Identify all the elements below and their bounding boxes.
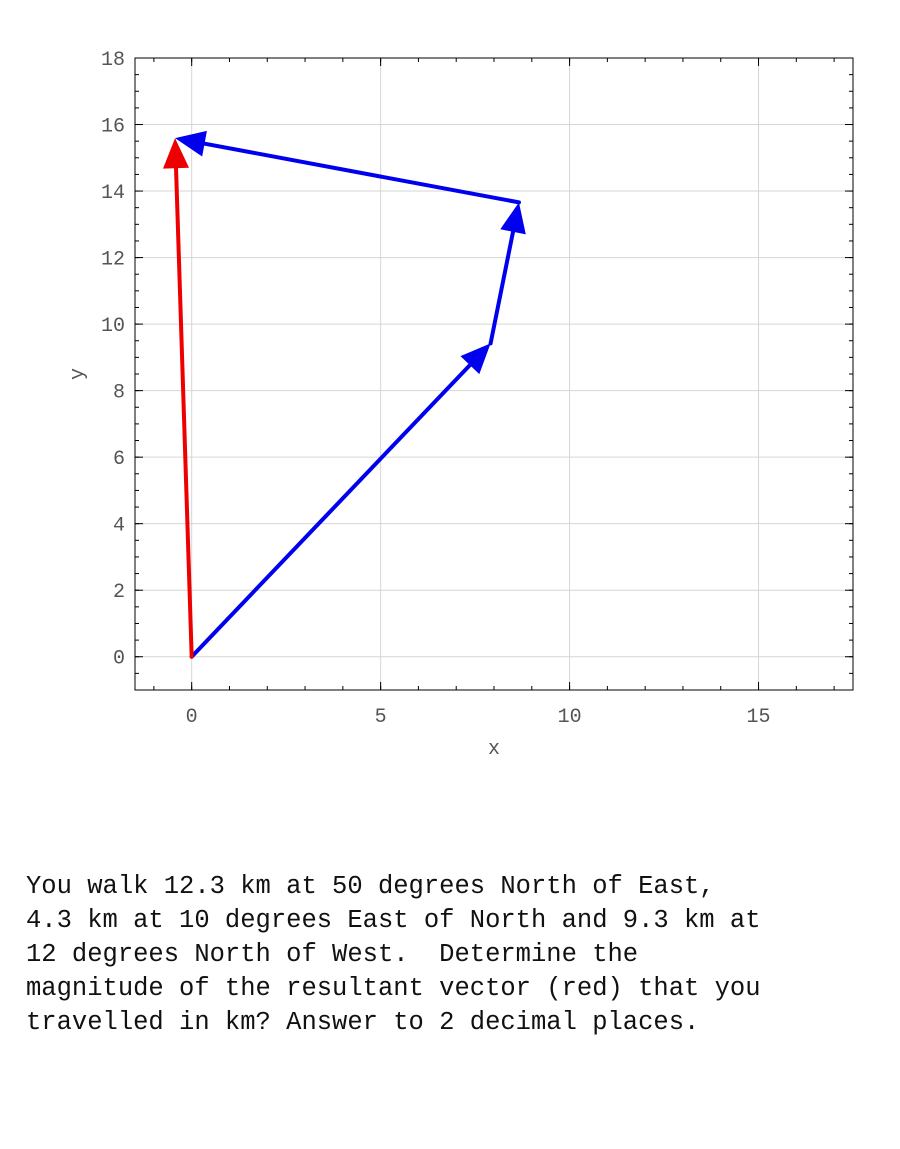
- vector-chart: 0 5 10 15 0 2 4 6 8 10 12 14 16 18 x y: [67, 49, 854, 761]
- question-line: 4.3 km at 10 degrees East of North and 9…: [26, 906, 761, 935]
- y-axis-label: y: [67, 368, 90, 380]
- vector-arrow: [189, 343, 491, 659]
- vector-arrow: [488, 202, 526, 346]
- vector-arrowhead: [175, 130, 207, 157]
- y-tick-label: 18: [101, 49, 125, 72]
- vector-arrowhead: [460, 343, 491, 375]
- vector-arrowhead: [163, 138, 190, 169]
- question-line: You walk 12.3 km at 50 degrees North of …: [26, 872, 715, 901]
- axis-ticks: 0 5 10 15 0 2 4 6 8 10 12 14 16 18: [101, 49, 853, 729]
- y-tick-label: 8: [113, 382, 125, 405]
- y-tick-label: 12: [101, 249, 125, 272]
- x-axis-label: x: [488, 738, 500, 761]
- vector-arrowhead: [500, 202, 526, 235]
- x-tick-label: 10: [558, 706, 582, 729]
- y-tick-label: 16: [101, 116, 125, 139]
- vector-arrow: [163, 138, 194, 659]
- question-line: 12 degrees North of West. Determine the: [26, 940, 639, 969]
- vectors: [163, 130, 526, 659]
- vector-arrow: [175, 130, 521, 205]
- question-text: You walk 12.3 km at 50 degrees North of …: [26, 870, 886, 1040]
- x-tick-label: 5: [375, 706, 387, 729]
- y-tick-label: 4: [113, 515, 125, 538]
- y-tick-label: 6: [113, 448, 125, 471]
- vector-shaft: [189, 360, 475, 659]
- vector-shaft: [173, 162, 194, 659]
- x-tick-label: 15: [747, 706, 771, 729]
- question-line: magnitude of the resultant vector (red) …: [26, 974, 761, 1003]
- question-line: travelled in km? Answer to 2 decimal pla…: [26, 1008, 700, 1037]
- y-tick-label: 0: [113, 648, 125, 671]
- vector-shaft: [488, 225, 516, 346]
- x-tick-label: 0: [186, 706, 198, 729]
- y-tick-label: 14: [101, 182, 125, 205]
- y-tick-label: 10: [101, 315, 125, 338]
- vector-shaft: [198, 140, 521, 205]
- y-tick-label: 2: [113, 581, 125, 604]
